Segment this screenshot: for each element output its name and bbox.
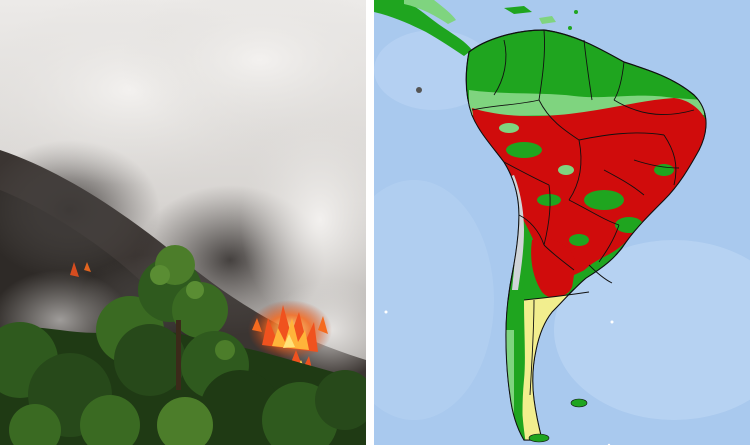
forest-fire-illustration [0,0,366,445]
image-divider [366,0,374,445]
central-america [374,0,578,93]
tree-canopy [0,245,366,445]
heat-map-illustration [374,0,750,445]
country-borders [465,29,707,441]
forest-fire-photo [0,0,366,445]
south-america-map [374,0,750,445]
falkland-islands [570,398,588,408]
